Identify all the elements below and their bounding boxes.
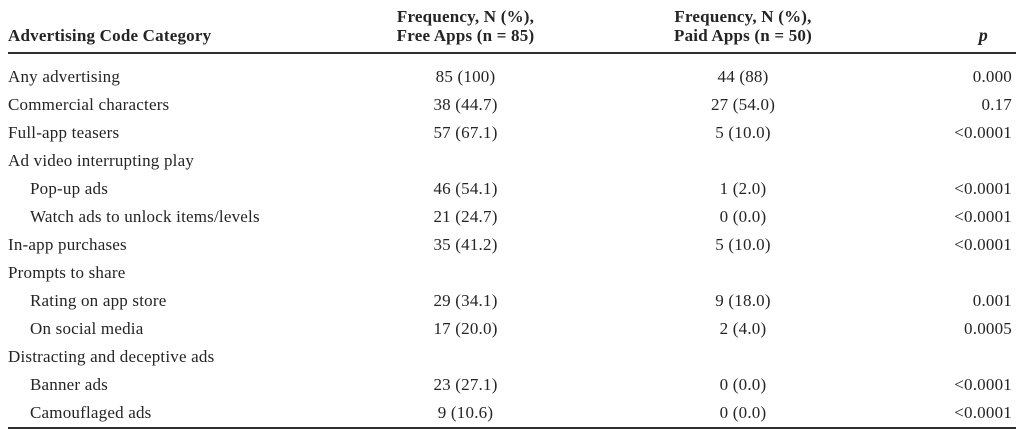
p-value-cell [893, 147, 1016, 175]
p-value-cell [893, 259, 1016, 287]
category-cell: Ad video interrupting play [8, 151, 195, 170]
paid-apps-cell: 2 (4.0) [719, 319, 767, 338]
paid-apps-cell: 1 (2.0) [719, 179, 767, 198]
free-apps-cell [338, 147, 593, 175]
table-row-sub: Banner ads 23 (27.1) 0 (0.0) <0.0001 [8, 371, 1016, 399]
table-row-sub: Camouflaged ads 9 (10.6) 0 (0.0) <0.0001 [8, 399, 1016, 429]
p-value-column-header: p [893, 7, 1016, 54]
paid-apps-cell: 0 (0.0) [719, 375, 767, 394]
p-value-cell: <0.0001 [954, 235, 1012, 254]
p-value-cell: <0.0001 [954, 207, 1012, 226]
free-apps-cell: 23 (27.1) [433, 375, 498, 394]
table-row: Commercial characters 38 (44.7) 27 (54.0) 0… [8, 91, 1016, 119]
free-apps-cell: 29 (34.1) [433, 291, 498, 310]
paid-apps-cell: 44 (88) [717, 67, 769, 86]
free-apps-cell [338, 259, 593, 287]
category-cell: Full-app teasers [8, 123, 120, 142]
table-row: Any advertising 85 (100) 44 (88) 0.000 [8, 53, 1016, 91]
category-cell: Prompts to share [8, 263, 126, 282]
paid-apps-column-header: Frequency, N (%), Paid Apps (n = 50) [593, 7, 893, 54]
table-row: In-app purchases 35 (41.2) 5 (10.0) <0.0001 [8, 231, 1016, 259]
category-cell: On social media [30, 319, 144, 338]
p-value-cell: 0.001 [972, 291, 1012, 310]
table-row-sub: Watch ads to unlock items/levels 21 (24.7… [8, 203, 1016, 231]
p-value-cell [893, 343, 1016, 371]
column-header-line-2: Free Apps (n = 85) [396, 26, 535, 45]
category-cell: In-app purchases [8, 235, 127, 254]
advertising-frequency-table: Advertising Code Category Frequency, N (… [8, 7, 1016, 429]
p-value-cell: <0.0001 [954, 375, 1012, 394]
category-cell: Camouflaged ads [8, 399, 338, 429]
column-header-line-1: Frequency, N (%), [674, 7, 812, 26]
p-value-cell: 0.0005 [964, 319, 1012, 338]
paid-apps-cell: 5 (10.0) [715, 235, 771, 254]
free-apps-cell: 85 (100) [435, 67, 496, 86]
free-apps-cell: 35 (41.2) [433, 235, 498, 254]
free-apps-cell [338, 343, 593, 371]
free-apps-cell: 9 (10.6) [338, 399, 593, 429]
paid-apps-cell: 0 (0.0) [719, 207, 767, 226]
category-column-header: Advertising Code Category [8, 7, 338, 54]
table-header: Advertising Code Category Frequency, N (… [8, 7, 1016, 54]
category-cell: Rating on app store [30, 291, 167, 310]
category-cell: Distracting and deceptive ads [8, 347, 215, 366]
table-row-group-header: Distracting and deceptive ads [8, 343, 1016, 371]
category-cell: Commercial characters [8, 95, 170, 114]
paid-apps-cell: 9 (18.0) [715, 291, 771, 310]
category-cell: Watch ads to unlock items/levels [30, 207, 260, 226]
category-cell: Pop-up ads [30, 179, 109, 198]
header-row: Advertising Code Category Frequency, N (… [8, 7, 1016, 54]
free-apps-column-header: Frequency, N (%), Free Apps (n = 85) [338, 7, 593, 54]
p-value-cell: <0.0001 [954, 123, 1012, 142]
p-value-cell: 0.000 [972, 67, 1012, 86]
paid-apps-cell: 0 (0.0) [593, 399, 893, 429]
free-apps-cell: 46 (54.1) [433, 179, 498, 198]
free-apps-cell: 57 (67.1) [433, 123, 498, 142]
p-value-cell: 0.17 [981, 95, 1012, 114]
paid-apps-cell [593, 147, 893, 175]
table-row-sub: Pop-up ads 46 (54.1) 1 (2.0) <0.0001 [8, 175, 1016, 203]
table-row-group-header: Ad video interrupting play [8, 147, 1016, 175]
free-apps-cell: 21 (24.7) [433, 207, 498, 226]
table-row-group-header: Prompts to share [8, 259, 1016, 287]
p-value-cell: <0.0001 [893, 399, 1016, 429]
paid-apps-cell: 27 (54.0) [710, 95, 776, 114]
category-cell: Any advertising [8, 67, 121, 86]
category-cell: Banner ads [30, 375, 109, 394]
paid-apps-cell [593, 343, 893, 371]
table-row: Full-app teasers 57 (67.1) 5 (10.0) <0.0001 [8, 119, 1016, 147]
free-apps-cell: 17 (20.0) [433, 319, 498, 338]
column-header-line-1: Frequency, N (%), [396, 7, 535, 26]
paid-apps-cell: 5 (10.0) [715, 123, 771, 142]
column-header-line-2: Paid Apps (n = 50) [674, 26, 812, 45]
table-row-sub: Rating on app store 29 (34.1) 9 (18.0) 0.00… [8, 287, 1016, 315]
table-body: Any advertising 85 (100) 44 (88) 0.000 Comme… [8, 53, 1016, 429]
p-value-cell: <0.0001 [954, 179, 1012, 198]
table-row-sub: On social media 17 (20.0) 2 (4.0) 0.0005 [8, 315, 1016, 343]
free-apps-cell: 38 (44.7) [433, 95, 498, 114]
paid-apps-cell [593, 259, 893, 287]
